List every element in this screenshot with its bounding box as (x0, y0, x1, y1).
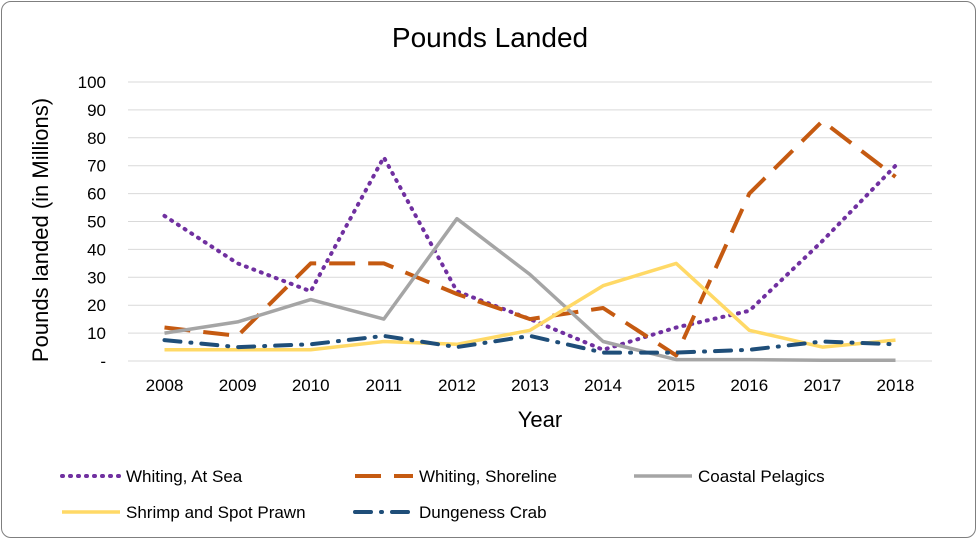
y-tick-label: 60 (87, 185, 106, 204)
legend-item: Coastal Pelagics (634, 467, 825, 486)
x-tick-label: 2012 (438, 376, 476, 395)
legend-item: Shrimp and Spot Prawn (62, 503, 306, 522)
y-tick-label: - (100, 352, 106, 371)
series-lines (162, 119, 898, 362)
x-tick-label: 2010 (292, 376, 330, 395)
x-axis-title: Year (518, 407, 562, 432)
x-tick-label: 2016 (730, 376, 768, 395)
x-tick-label: 2013 (511, 376, 549, 395)
y-tick-label: 10 (87, 324, 106, 343)
y-axis-title: Pounds landed (in Millions) (28, 98, 53, 362)
legend-item: Whiting, Shoreline (355, 467, 557, 486)
y-tick-label: 20 (87, 296, 106, 315)
y-tick-label: 70 (87, 157, 106, 176)
x-tick-label: 2017 (803, 376, 841, 395)
y-tick-label: 100 (78, 73, 106, 92)
y-tick-label: 90 (87, 101, 106, 120)
y-tick-label: 80 (87, 129, 106, 148)
chart-title: Pounds Landed (392, 22, 588, 53)
legend-label: Dungeness Crab (419, 503, 547, 522)
legend-label: Coastal Pelagics (698, 467, 825, 486)
legend-item: Whiting, At Sea (60, 467, 243, 486)
series-line-coastal-pelagics (164, 216, 896, 362)
x-axis-tick-labels: 2008 2009 2010 2011 2012 2013 2014 2015 2016 2017… (146, 376, 915, 395)
legend-label: Whiting, At Sea (126, 467, 243, 486)
y-axis-tick-labels: - 10 20 30 40 50 60 70 80 90 100 (78, 73, 106, 371)
x-tick-label: 2009 (219, 376, 257, 395)
series-line-dungeness-crab (162, 333, 898, 355)
x-tick-label: 2014 (584, 376, 622, 395)
legend-label: Shrimp and Spot Prawn (126, 503, 306, 522)
x-tick-label: 2011 (366, 376, 403, 395)
y-tick-label: 30 (87, 268, 106, 287)
series-line-whiting-shoreline (164, 119, 897, 358)
y-tick-label: 40 (87, 240, 106, 259)
legend: Whiting, At Sea Whiting, Shoreline Coastal… (60, 467, 825, 522)
x-tick-label: 2015 (657, 376, 695, 395)
x-tick-label: 2018 (877, 376, 915, 395)
legend-item: Dungeness Crab (353, 503, 547, 522)
legend-label: Whiting, Shoreline (419, 467, 557, 486)
x-tick-label: 2008 (146, 376, 184, 395)
y-tick-label: 50 (87, 213, 106, 232)
series-line-shrimp-and-spot-prawn (164, 261, 896, 352)
